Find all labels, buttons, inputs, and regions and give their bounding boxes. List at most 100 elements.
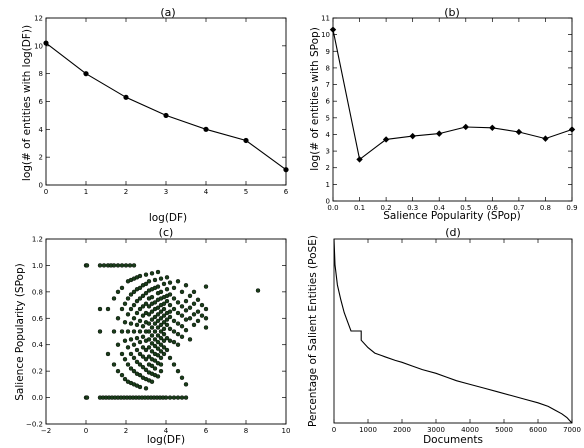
panel-c-scatter-point <box>179 395 185 400</box>
panel-b-title: (b) <box>444 6 460 19</box>
panel-c-scatter-point <box>111 296 117 301</box>
panel-d-xtick-label: 3000 <box>427 426 445 434</box>
panel-c-scatter-point <box>105 306 111 312</box>
panel-c-scatter-point <box>137 384 143 390</box>
panel-c-scatter-point <box>84 395 90 400</box>
panel-b-data-point <box>356 156 363 163</box>
panel-c-scatter-point <box>161 351 167 357</box>
panel-a-data-point <box>83 71 89 77</box>
panel-c-xtick-label: 8 <box>244 427 248 435</box>
panel-b-ytick-label: 7 <box>326 81 330 89</box>
panel-c-scatter-point <box>122 320 128 325</box>
panel-a-ytick-label: 4 <box>39 126 44 134</box>
panel-c-scatter-point <box>131 355 137 361</box>
panel-d: (d) Documents Percentage of Salient Enti… <box>307 226 581 446</box>
panel-c-scatter-point <box>131 368 137 374</box>
panel-b-ytick-label: 9 <box>326 48 330 56</box>
panel-c-scatter-point <box>171 395 177 400</box>
panel-a-title: (a) <box>160 6 175 19</box>
panel-c-ytick-label: −0.2 <box>26 421 43 429</box>
panel-a-ylabel: log(# of entities with log(DF)) <box>21 25 33 181</box>
panel-c-scatter-point <box>191 322 197 328</box>
panel-b-ytick-label: 1 <box>326 181 330 189</box>
panel-c-scatter-point <box>131 289 137 295</box>
panel-c-scatter-point <box>158 276 164 281</box>
panel-b-series-line <box>332 29 573 161</box>
panel-a-ytick-label: 12 <box>34 15 43 23</box>
panel-c-scatter-point <box>149 309 155 314</box>
panel-c-scatter-point <box>149 325 155 330</box>
panel-c-scatter-point <box>187 316 193 321</box>
panel-d-xtick-label: 0 <box>332 426 336 434</box>
panel-c-scatter-point <box>97 263 103 268</box>
panel-c-scatter-point <box>97 329 103 334</box>
panel-c-scatter-point <box>255 288 261 293</box>
panel-c-scatter-point <box>158 309 164 314</box>
panel-c-scatter-point <box>191 289 197 295</box>
panel-c-scatter-point <box>171 318 177 324</box>
panel-c-scatter-point <box>161 313 167 318</box>
panel-c-scatter-point <box>125 362 131 367</box>
panel-c-ytick-label: 0.4 <box>32 341 44 349</box>
panel-a-data-point <box>43 40 49 46</box>
panel-c-xtick-label: 2 <box>124 427 128 435</box>
panel-c-scatter-point <box>119 329 125 334</box>
panel-c-scatter-point <box>140 304 146 309</box>
panel-c-scatter-point <box>167 280 173 285</box>
panel-d-xtick-label: 4000 <box>461 426 479 434</box>
panel-c-scatter-point <box>155 346 161 351</box>
panel-c-scatter-point <box>143 281 149 287</box>
panel-c-scatter-point <box>134 335 140 341</box>
panel-c-scatter-point <box>167 292 173 297</box>
panel-c-scatter-point <box>137 296 143 301</box>
panel-c-scatter-point <box>161 345 167 350</box>
panel-d-title: (d) <box>445 226 461 239</box>
panel-c-scatter-point <box>115 316 121 321</box>
panel-c-scatter-point <box>183 283 189 288</box>
panel-c-scatter-point <box>125 312 131 317</box>
panel-c-scatter-point <box>158 349 164 354</box>
panel-b-ytick-label: 4 <box>326 131 331 139</box>
panel-c-scatter-point <box>175 279 181 284</box>
panel-c-scatter-point <box>97 306 103 312</box>
panel-c-scatter-point <box>155 325 161 330</box>
panel-c-scatter-point <box>152 300 158 305</box>
panel-c-scatter-point <box>140 345 146 350</box>
panel-c-scatter-point <box>115 263 121 268</box>
panel-a-data-point <box>163 112 169 119</box>
panel-c-scatter-point <box>158 355 164 361</box>
panel-c-scatter-point <box>111 263 117 268</box>
panel-b: (b) Salience Popularity (SPop) log(# of … <box>309 6 578 222</box>
panel-c-scatter-point <box>195 318 201 324</box>
panel-a-ytick-label: 8 <box>39 70 43 78</box>
panel-c-xtick-label: −2 <box>41 427 51 435</box>
panel-a-xtick-label: 2 <box>124 188 128 196</box>
panel-a-series-line <box>45 42 287 171</box>
panel-c-scatter-point <box>146 321 152 326</box>
panel-c-scatter-point <box>134 347 140 353</box>
panel-c-scatter-point <box>161 281 167 287</box>
panel-c-scatter-point <box>187 305 193 310</box>
panel-c-scatter-point <box>179 324 185 329</box>
panel-c-scatter-point <box>149 349 155 354</box>
panel-c-scatter-point <box>158 329 164 334</box>
panel-c-scatter-point <box>137 329 143 334</box>
panel-c-scatter-point <box>155 318 161 324</box>
panel-c-scatter-point <box>199 302 205 308</box>
panel-c-scatter-point <box>146 329 152 334</box>
panel-c-scatter-point <box>101 263 107 268</box>
panel-b-xtick-label: 0.1 <box>354 204 365 212</box>
panel-c-scatter-point <box>146 345 152 350</box>
panel-c-scatter-point <box>143 301 149 306</box>
panel-c-scatter-point <box>191 301 197 306</box>
panel-b-xtick-label: 0.4 <box>434 204 446 212</box>
panel-c-scatter-point <box>143 386 149 391</box>
panel-c-scatter-point <box>158 362 164 367</box>
panel-c-scatter-point <box>111 329 117 334</box>
panel-c-scatter-point <box>149 317 155 322</box>
panel-c-scatter-point <box>146 304 152 309</box>
panel-a: (a) log(DF) log(# of entities with log(D… <box>21 6 289 224</box>
panel-c-scatter-point <box>146 312 152 317</box>
panel-c-scatter-point <box>158 342 164 347</box>
